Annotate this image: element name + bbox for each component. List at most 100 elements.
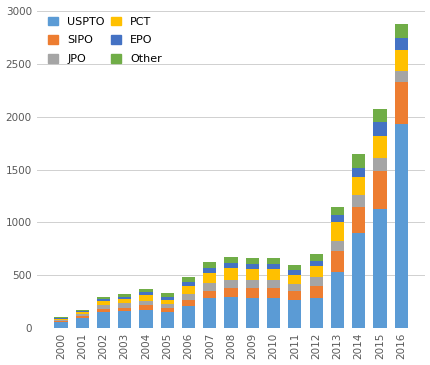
- Bar: [75, 318, 89, 328]
- Bar: [118, 294, 131, 297]
- Legend: USPTO, SIPO, JPO, PCT, EPO, Other: USPTO, SIPO, JPO, PCT, EPO, Other: [46, 14, 164, 66]
- Bar: [139, 292, 152, 295]
- Bar: [245, 288, 258, 297]
- Bar: [139, 289, 152, 292]
- Bar: [118, 303, 131, 308]
- Bar: [245, 269, 258, 280]
- Bar: [330, 272, 343, 328]
- Bar: [330, 251, 343, 272]
- Bar: [394, 50, 407, 71]
- Bar: [351, 233, 364, 328]
- Bar: [181, 277, 195, 282]
- Bar: [97, 297, 110, 299]
- Bar: [266, 258, 280, 264]
- Bar: [118, 311, 131, 328]
- Bar: [245, 258, 258, 264]
- Bar: [118, 299, 131, 303]
- Bar: [224, 280, 237, 288]
- Bar: [245, 297, 258, 328]
- Bar: [309, 277, 322, 286]
- Bar: [288, 270, 301, 275]
- Bar: [203, 268, 216, 273]
- Bar: [97, 309, 110, 312]
- Bar: [118, 308, 131, 311]
- Bar: [351, 195, 364, 207]
- Bar: [351, 207, 364, 233]
- Bar: [330, 242, 343, 251]
- Bar: [139, 295, 152, 301]
- Bar: [394, 82, 407, 124]
- Bar: [160, 304, 173, 308]
- Bar: [266, 264, 280, 269]
- Bar: [224, 263, 237, 268]
- Bar: [75, 312, 89, 314]
- Bar: [224, 257, 237, 263]
- Bar: [160, 300, 173, 304]
- Bar: [266, 280, 280, 288]
- Bar: [54, 321, 68, 322]
- Bar: [75, 314, 89, 316]
- Bar: [372, 170, 386, 209]
- Bar: [203, 298, 216, 328]
- Bar: [203, 283, 216, 291]
- Bar: [288, 284, 301, 291]
- Bar: [245, 280, 258, 288]
- Bar: [54, 317, 68, 318]
- Bar: [97, 301, 110, 305]
- Bar: [288, 300, 301, 328]
- Bar: [224, 288, 237, 297]
- Bar: [330, 215, 343, 222]
- Bar: [330, 207, 343, 215]
- Bar: [54, 318, 68, 319]
- Bar: [372, 209, 386, 328]
- Bar: [75, 310, 89, 311]
- Bar: [97, 305, 110, 309]
- Bar: [288, 291, 301, 300]
- Bar: [97, 312, 110, 328]
- Bar: [288, 275, 301, 284]
- Bar: [266, 297, 280, 328]
- Bar: [394, 38, 407, 50]
- Bar: [266, 288, 280, 297]
- Bar: [139, 306, 152, 310]
- Bar: [372, 136, 386, 158]
- Bar: [203, 291, 216, 298]
- Bar: [309, 254, 322, 261]
- Bar: [118, 297, 131, 299]
- Bar: [203, 262, 216, 268]
- Bar: [160, 312, 173, 328]
- Bar: [309, 297, 322, 328]
- Bar: [224, 297, 237, 328]
- Bar: [160, 293, 173, 297]
- Bar: [75, 311, 89, 312]
- Bar: [181, 300, 195, 306]
- Bar: [309, 261, 322, 266]
- Bar: [224, 268, 237, 280]
- Bar: [139, 310, 152, 328]
- Bar: [351, 177, 364, 195]
- Bar: [309, 286, 322, 297]
- Bar: [372, 158, 386, 170]
- Bar: [75, 316, 89, 318]
- Bar: [245, 264, 258, 269]
- Bar: [330, 222, 343, 242]
- Bar: [160, 297, 173, 300]
- Bar: [181, 294, 195, 300]
- Bar: [181, 306, 195, 328]
- Bar: [394, 71, 407, 82]
- Bar: [309, 266, 322, 277]
- Bar: [97, 299, 110, 301]
- Bar: [266, 269, 280, 280]
- Bar: [351, 154, 364, 168]
- Bar: [54, 320, 68, 321]
- Bar: [54, 319, 68, 320]
- Bar: [54, 322, 68, 328]
- Bar: [394, 124, 407, 328]
- Bar: [203, 273, 216, 283]
- Bar: [372, 109, 386, 122]
- Bar: [181, 282, 195, 286]
- Bar: [160, 308, 173, 312]
- Bar: [372, 122, 386, 136]
- Bar: [351, 168, 364, 177]
- Bar: [394, 24, 407, 38]
